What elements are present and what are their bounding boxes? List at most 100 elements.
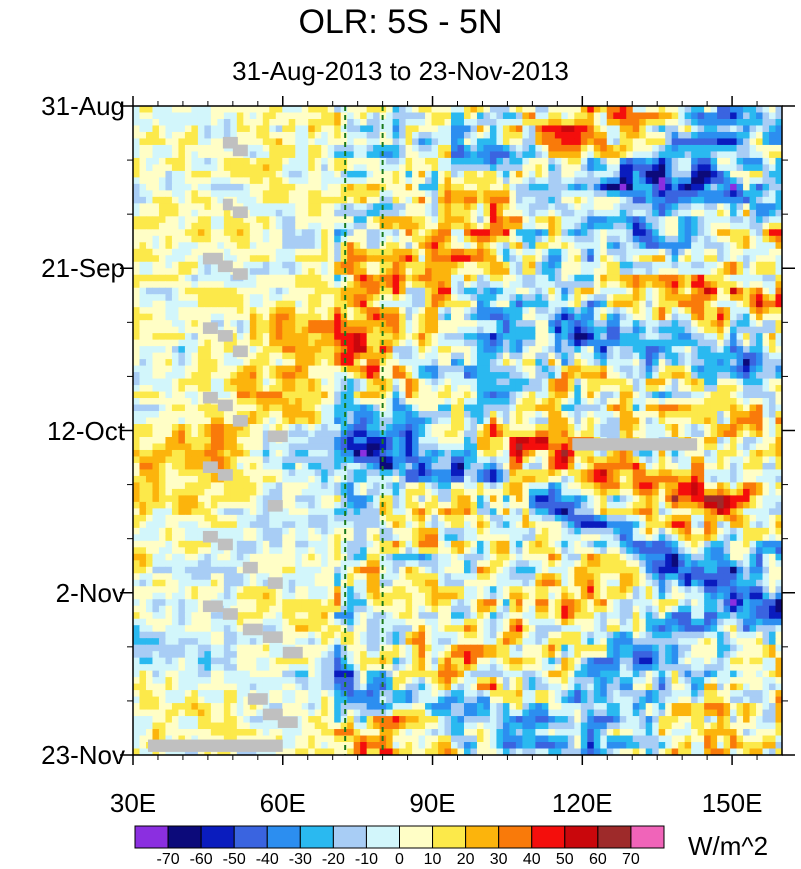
heat-cell xyxy=(243,170,251,178)
heat-cell xyxy=(476,268,485,276)
heat-cell xyxy=(425,222,433,230)
heat-cell xyxy=(619,229,627,237)
heat-cell xyxy=(314,235,322,243)
heat-cell xyxy=(561,151,569,159)
heat-cell xyxy=(425,151,433,159)
heat-cell xyxy=(321,183,329,191)
heat-cell xyxy=(626,131,634,140)
heat-cell xyxy=(697,170,705,178)
heat-cell xyxy=(632,131,640,140)
heat-cell xyxy=(197,196,205,204)
heat-cell xyxy=(288,424,296,432)
heat-cell xyxy=(366,398,374,406)
heat-cell xyxy=(561,307,569,315)
heat-cell xyxy=(574,372,582,380)
heat-cell xyxy=(710,118,718,127)
heat-cell xyxy=(489,261,498,269)
heat-cell xyxy=(184,346,193,354)
heat-cell xyxy=(366,424,374,432)
heat-cell xyxy=(269,177,277,185)
heat-cell xyxy=(483,378,491,386)
heat-cell xyxy=(723,424,731,432)
heat-cell xyxy=(275,333,283,341)
heat-cell xyxy=(184,320,193,328)
heat-cell xyxy=(360,333,368,341)
heat-cell xyxy=(451,170,459,178)
heat-cell xyxy=(217,177,225,185)
heat-cell xyxy=(678,203,686,211)
heat-cell xyxy=(197,274,205,282)
heat-cell xyxy=(587,235,595,243)
heat-cell xyxy=(756,352,764,360)
heat-cell xyxy=(541,346,549,354)
heat-cell xyxy=(133,183,141,191)
heat-cell xyxy=(379,287,387,295)
heat-cell xyxy=(210,359,218,367)
heat-cell xyxy=(561,118,569,127)
heat-cell xyxy=(489,118,498,127)
heat-cell xyxy=(632,320,640,328)
heat-cell xyxy=(399,391,407,399)
heat-cell xyxy=(451,391,459,399)
heat-cell xyxy=(152,378,160,386)
heat-cell xyxy=(347,346,355,354)
heat-cell xyxy=(373,235,381,243)
heat-cell xyxy=(665,216,673,224)
heat-cell xyxy=(613,118,621,127)
heat-cell xyxy=(444,404,452,412)
heat-cell xyxy=(717,424,725,432)
heat-cell xyxy=(606,372,614,380)
heat-cell xyxy=(392,378,400,386)
heat-cell xyxy=(736,411,744,419)
heat-cell xyxy=(145,411,154,419)
heat-cell xyxy=(379,216,387,224)
heat-cell xyxy=(243,131,251,140)
heat-cell xyxy=(619,417,627,425)
heat-cell xyxy=(691,222,699,230)
heat-cell xyxy=(749,183,757,191)
heat-cell xyxy=(723,326,731,334)
heat-cell xyxy=(334,131,342,140)
heat-cell xyxy=(145,404,154,412)
heat-cell xyxy=(373,157,381,166)
heat-cell xyxy=(561,190,569,198)
heat-cell xyxy=(392,216,400,224)
heat-cell xyxy=(197,313,205,321)
heat-cell xyxy=(762,235,770,243)
heat-cell xyxy=(691,170,699,178)
heat-cell xyxy=(425,190,433,198)
heat-cell xyxy=(535,287,543,295)
heat-cell xyxy=(652,229,660,237)
heat-cell xyxy=(204,183,212,191)
heat-cell xyxy=(457,320,465,328)
heat-cell xyxy=(412,144,420,153)
heat-cell xyxy=(645,320,653,328)
heat-cell xyxy=(522,151,530,159)
heat-cell xyxy=(652,203,660,211)
heat-cell xyxy=(749,294,757,302)
heat-cell xyxy=(717,131,725,140)
heat-cell xyxy=(321,203,329,211)
heat-cell xyxy=(710,209,718,217)
heat-cell xyxy=(249,248,257,256)
heat-cell xyxy=(463,424,472,432)
heat-cell xyxy=(444,411,452,419)
heat-cell xyxy=(373,274,381,282)
heat-cell xyxy=(639,183,647,191)
heat-cell xyxy=(736,359,744,367)
heat-cell xyxy=(353,144,361,153)
heat-cell xyxy=(249,190,257,198)
heat-cell xyxy=(243,313,251,321)
heat-cell xyxy=(360,112,368,120)
heat-cell xyxy=(489,203,498,211)
heat-cell xyxy=(561,378,569,386)
heat-cell xyxy=(470,242,478,250)
heat-cell xyxy=(256,411,264,419)
heat-cell xyxy=(457,300,465,308)
heat-cell xyxy=(476,157,485,166)
heat-cell xyxy=(704,261,712,269)
heat-cell xyxy=(236,404,244,412)
heat-cell xyxy=(535,157,543,166)
heat-cell xyxy=(463,326,472,334)
heat-cell xyxy=(645,209,653,217)
